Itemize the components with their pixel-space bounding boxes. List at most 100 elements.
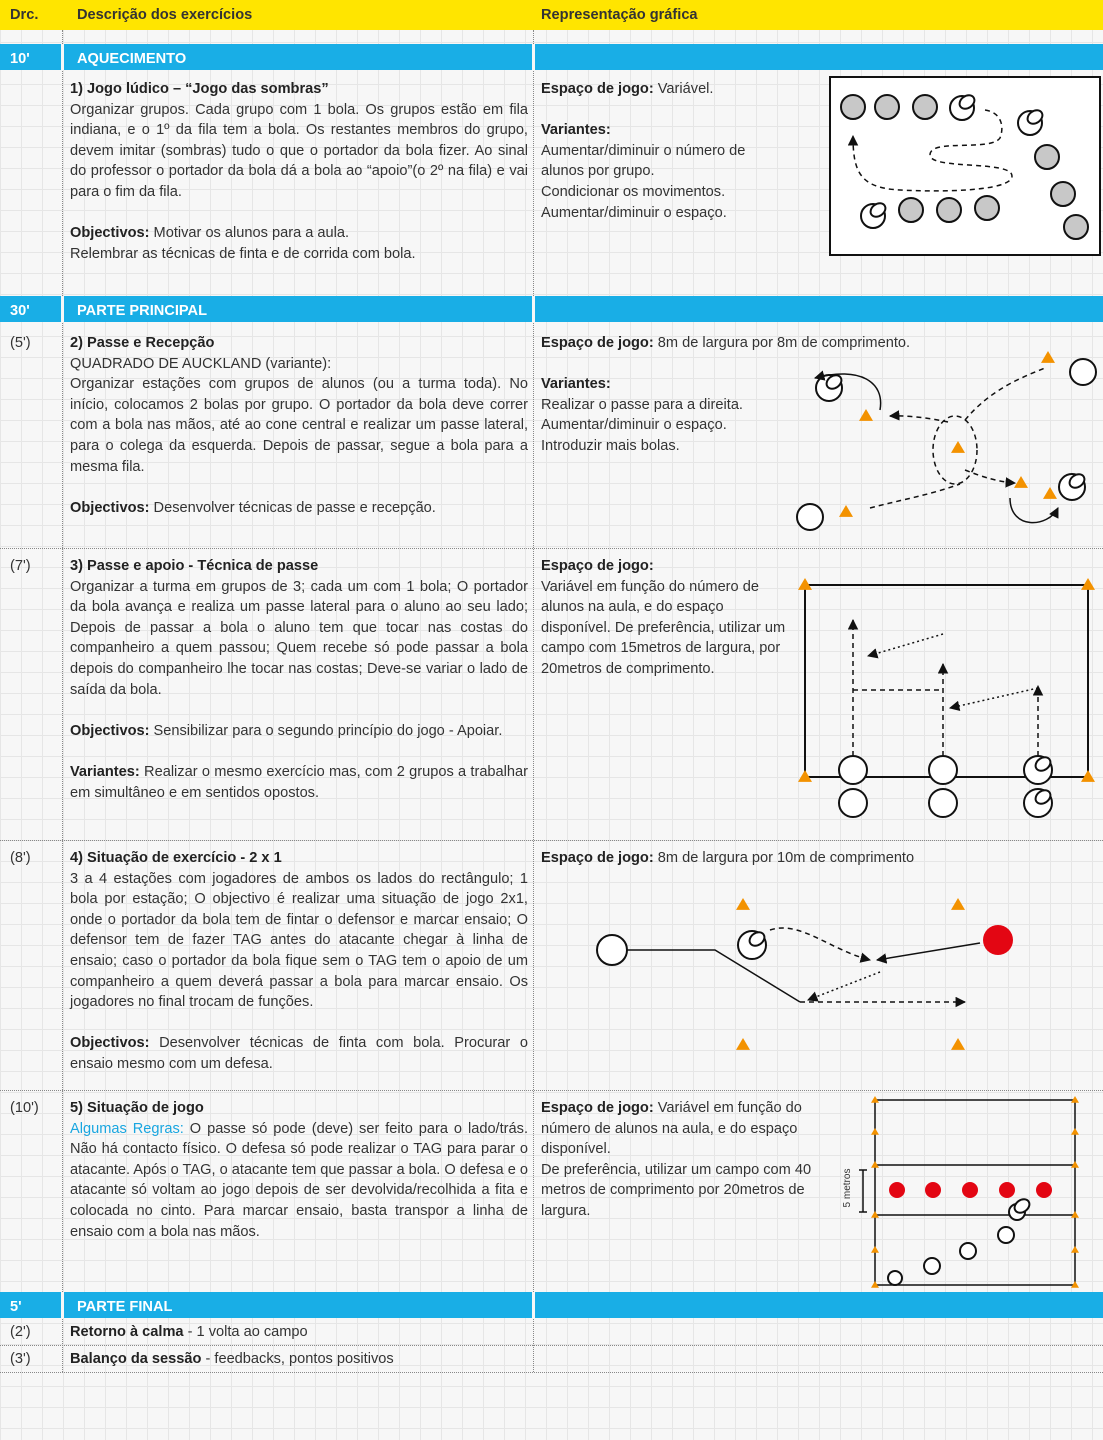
player [840,94,866,120]
objectives-label: Objectivos: [70,499,150,516]
graphic-notes: Espaço de jogo: Variável em função do nú… [541,556,786,680]
player [928,755,958,785]
variants-label: Variantes: [541,122,611,139]
cone [871,1211,879,1218]
defender [962,1182,978,1198]
objectives-label: Objectivos: [70,225,150,242]
ball [869,202,887,218]
cone [1071,1128,1079,1135]
defender [889,1182,905,1198]
cone [736,1038,750,1050]
player [1034,144,1060,170]
divider [61,1292,64,1318]
cone [1071,1281,1079,1288]
field [804,584,1089,778]
space-label: Espaço de jogo: [541,558,654,574]
header-duration: Drc. [10,7,39,23]
space-label: Espaço de jogo: [541,1100,654,1116]
section-title: PARTE FINAL [77,1299,173,1315]
defender [999,1182,1015,1198]
player [936,197,962,223]
final-row: Balanço da sessão - feedbacks, pontos po… [70,1349,528,1370]
variant: Condicionar os movimentos. [541,183,726,200]
movement [875,942,981,964]
defender [1036,1182,1052,1198]
divider [61,44,64,70]
exercise-description: 3) Passe e apoio - Técnica de passe Orga… [70,556,528,803]
variant: Realizar o passe para a direita. [541,396,743,413]
cone [951,441,965,453]
player [923,1257,941,1275]
player [997,1226,1015,1244]
variants-label: Variantes: [541,376,611,393]
divider [532,1292,535,1318]
row-separator [0,1345,1103,1346]
zone [932,415,978,485]
cone [1071,1096,1079,1103]
movement [807,971,881,1002]
graphic-notes: Espaço de jogo: 8m de largura por 8m de … [541,333,1011,457]
section-bar: 10' AQUECIMENTO [0,44,1103,70]
cone [839,505,853,517]
dimension-label: 5 metros [842,1169,853,1208]
graphic-notes: Espaço de jogo: 8m de largura por 10m de… [541,848,1061,869]
cone [798,770,812,782]
movement [869,483,961,509]
row-duration: (2') [10,1324,31,1340]
exercise-text: Organizar estações com grupos de alunos … [70,376,528,475]
space-label: Espaço de jogo: [541,850,654,866]
exercise-description: 5) Situação de jogo Algumas Regras: O pa… [70,1098,528,1242]
movement [1009,497,1059,524]
cone [951,1038,965,1050]
divider [61,296,64,322]
variant: Aumentar/diminuir o espaço. [541,204,727,221]
objectives: Relembrar as técnicas de finta e de corr… [70,245,416,262]
player [596,934,628,966]
cone [1081,770,1095,782]
cone [1071,1246,1079,1253]
row-separator [0,1372,1103,1373]
objectives-label: Objectivos: [70,722,150,739]
movement [964,469,1017,488]
cone [1071,1161,1079,1168]
row-duration: (7') [10,558,31,574]
column-divider [62,30,63,1372]
space: De preferência, utilizar um campo com 40… [541,1161,812,1219]
column-divider [533,30,534,1372]
player [874,94,900,120]
rules-label: Algumas Regras: [70,1120,184,1137]
cone [1014,476,1028,488]
exercise-title: 3) Passe e apoio - Técnica de passe [70,558,319,574]
row-duration: (8') [10,850,31,866]
cone [951,898,965,910]
run [627,949,801,1003]
exercise-title: 1) Jogo lúdico – “Jogo das sombras” [70,81,329,97]
player [838,755,868,785]
section-title: AQUECIMENTO [77,51,187,67]
player [796,503,824,531]
ball [1026,109,1044,125]
movement [847,109,1013,192]
movement [769,927,872,963]
defender [983,925,1013,955]
row-duration: (5') [10,335,31,351]
player [887,1270,903,1286]
cone [1043,487,1057,499]
exercise-text: Organizar grupos. Cada grupo com 1 bola.… [70,101,528,200]
player [1063,214,1089,240]
ball [1034,789,1052,805]
cone [871,1096,879,1103]
exercise-title: 5) Situação de jogo [70,1100,204,1116]
ball [1034,756,1052,772]
movement [948,687,1039,712]
exercise-text: O passe só pode (deve) ser feito para o … [70,1120,528,1240]
variants: Realizar o mesmo exercício mas, com 2 gr… [70,763,528,801]
objectives: Sensibilizar para o segundo princípio do… [153,722,503,739]
exercise-description: 1) Jogo lúdico – “Jogo das sombras” Orga… [70,79,528,264]
player [1069,358,1097,386]
objectives-label: Objectivos: [70,1035,150,1052]
space: Variável em função do número de alunos n… [541,1100,802,1158]
player [959,1242,977,1260]
